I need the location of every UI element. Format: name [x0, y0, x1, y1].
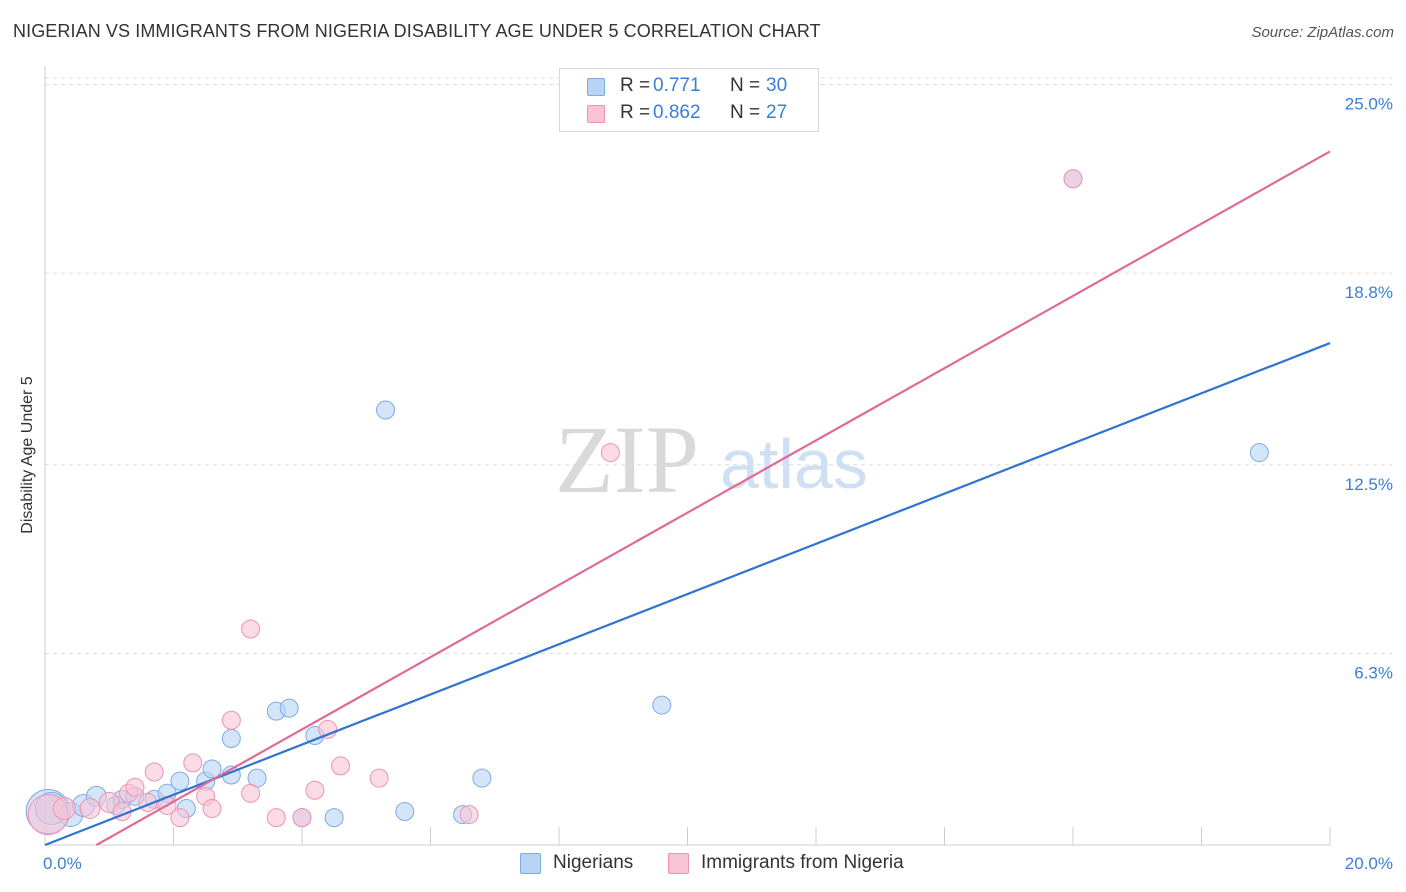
grid-layer [45, 77, 1392, 654]
nigerians-point [1249, 443, 1269, 463]
tick-labels: 6.3% 12.5% 18.8% 25.0% 0.0% 20.0% [43, 95, 1393, 873]
immigrants-point [144, 762, 164, 782]
immigrants-point [600, 443, 620, 463]
nigerians-point [324, 808, 344, 828]
nigerians-point [202, 759, 222, 779]
bottom-legend-label: Immigrants from Nigeria [701, 852, 904, 873]
immigrants-point [459, 805, 479, 825]
legend-r-label: R = [620, 75, 651, 96]
nigerians-point [221, 729, 241, 749]
immigrants-point [183, 753, 203, 773]
legend-n-value: 30 [766, 75, 788, 96]
points-layer [25, 169, 1269, 836]
x-tick-label: 20.0% [1345, 854, 1393, 873]
legend-swatch-blue [587, 78, 605, 96]
legend-r-value: 0.862 [653, 102, 701, 123]
bottom-legend-swatch-blue [520, 853, 541, 874]
y-tick-label: 12.5% [1345, 475, 1393, 494]
trend-layer [44, 150, 1331, 847]
source-label: Source: ZipAtlas.com [1251, 24, 1394, 41]
legend-r-value: 0.771 [653, 75, 701, 96]
legend-n-label: N = [730, 102, 761, 123]
legend-n-value: 27 [766, 102, 788, 123]
y-tick-label: 6.3% [1354, 663, 1393, 682]
immigrants-point [170, 808, 190, 828]
nigerians-point [652, 695, 672, 715]
watermark-zip: ZIP [555, 406, 699, 513]
immigrants-point [202, 798, 222, 818]
nigerians-point [376, 400, 396, 420]
legend-n-label: N = [730, 75, 761, 96]
legend-swatch-pink [587, 105, 605, 123]
chart-title: NIGERIAN VS IMMIGRANTS FROM NIGERIA DISA… [13, 21, 821, 41]
immigrants-point [241, 619, 261, 639]
nigerians-point [279, 698, 299, 718]
immigrants-point [292, 808, 312, 828]
immigrants-point [266, 808, 286, 828]
nigerians-point [170, 771, 190, 791]
immigrants-point [125, 777, 145, 797]
watermark: ZIP atlas [555, 406, 868, 513]
y-tick-label: 18.8% [1345, 283, 1393, 302]
correlation-legend: R = 0.771 N = 30 R = 0.862 N = 27 [559, 68, 819, 132]
x-tick-label: 0.0% [43, 854, 82, 873]
immigrants-point [52, 796, 76, 820]
axis-layer [44, 66, 1331, 846]
nigerians-trend-line [44, 342, 1331, 847]
watermark-atlas: atlas [720, 425, 868, 503]
legend-r-label: R = [620, 102, 651, 123]
immigrants-trend-line [95, 150, 1331, 846]
bottom-legend-swatch-pink [668, 853, 689, 874]
nigerians-point [395, 802, 415, 822]
bottom-legend-label: Nigerians [553, 852, 634, 873]
y-tick-label: 25.0% [1345, 95, 1393, 114]
immigrants-point [241, 783, 261, 803]
nigerians-point [472, 768, 492, 788]
immigrants-point [305, 780, 325, 800]
immigrants-point [1063, 169, 1083, 189]
immigrants-point [331, 756, 351, 776]
immigrants-point [79, 797, 101, 819]
immigrants-point [221, 710, 241, 730]
immigrants-point [369, 768, 389, 788]
